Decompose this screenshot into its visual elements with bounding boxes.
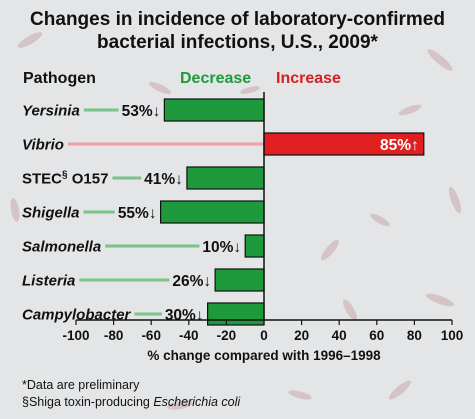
category-name: Shigella xyxy=(22,205,80,222)
decrease-header: Decrease xyxy=(180,70,252,87)
category-label: Vibrio xyxy=(22,137,64,154)
x-tick-label: 60 xyxy=(369,328,384,343)
x-tick-label: -100 xyxy=(62,328,89,343)
category-label: STEC§ O157 xyxy=(22,170,108,188)
x-axis-label: % change compared with 1996–1998 xyxy=(147,348,381,363)
x-tick-label: 80 xyxy=(407,328,422,343)
value-label: 41%↓ xyxy=(144,171,183,188)
bar xyxy=(186,166,265,190)
bar xyxy=(244,234,265,258)
x-tick-label: -80 xyxy=(104,328,124,343)
x-tick-label: -20 xyxy=(217,328,237,343)
bar xyxy=(163,98,265,122)
footnote-stec-prefix: §Shiga toxin-producing xyxy=(22,395,154,409)
bar xyxy=(160,200,265,224)
category-name: Salmonella xyxy=(22,239,101,256)
category-name: STEC xyxy=(22,171,62,188)
value-label: 10%↓ xyxy=(202,239,241,256)
increase-header: Increase xyxy=(276,70,341,87)
value-label: 85%↑ xyxy=(380,137,419,154)
footnote-stec-italic: Escherichia coli xyxy=(153,395,241,409)
category-label: Yersinia xyxy=(22,103,80,120)
category-label: Campylobacter xyxy=(22,307,132,324)
x-tick-label: 40 xyxy=(332,328,347,343)
category-name: Listeria xyxy=(22,273,75,290)
category-label: Shigella xyxy=(22,205,80,222)
chart-title-line1: Changes in incidence of laboratory-confi… xyxy=(30,9,445,30)
x-tick-label: 20 xyxy=(294,328,309,343)
category-label: Salmonella xyxy=(22,239,101,256)
x-tick-label: -60 xyxy=(141,328,161,343)
chart-title-line2: bacterial infections, U.S., 2009* xyxy=(97,32,378,53)
bar xyxy=(214,268,265,292)
category-name: Campylobacter xyxy=(22,307,132,324)
value-label: 30%↓ xyxy=(165,307,204,324)
value-label: 53%↓ xyxy=(122,103,161,120)
bar xyxy=(207,302,265,326)
x-tick-label: 0 xyxy=(260,328,268,343)
x-tick-label: -40 xyxy=(179,328,199,343)
category-name: Vibrio xyxy=(22,137,64,154)
category-label: Listeria xyxy=(22,273,75,290)
category-name: Yersinia xyxy=(22,103,80,120)
pathogen-header: Pathogen xyxy=(23,70,96,87)
footnote-preliminary: *Data are preliminary xyxy=(22,378,140,392)
value-label: 26%↓ xyxy=(172,273,211,290)
value-label: 55%↓ xyxy=(118,205,157,222)
x-tick-label: 100 xyxy=(441,328,464,343)
category-superscript: § xyxy=(62,170,68,181)
footnote-stec: §Shiga toxin-producing Escherichia coli xyxy=(22,395,240,409)
category-suffix: O157 xyxy=(68,171,109,188)
